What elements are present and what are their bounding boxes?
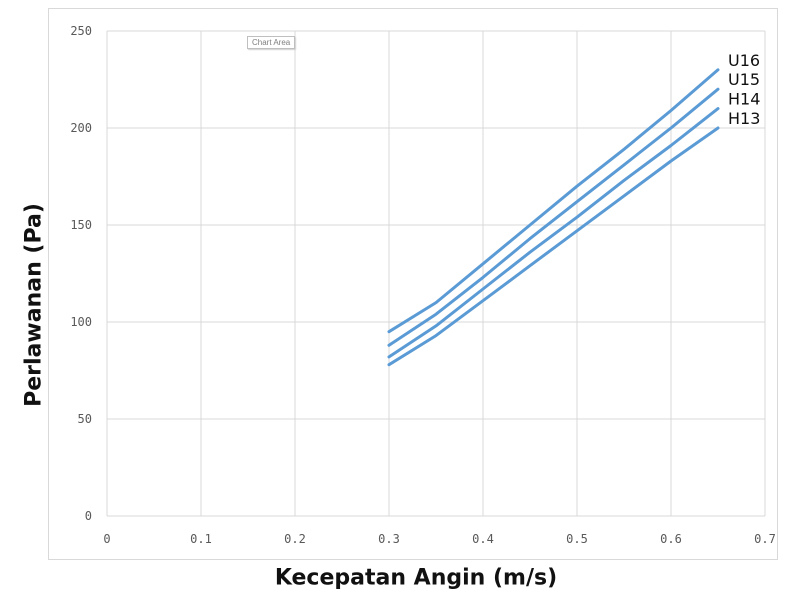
series-label-u15: U15 bbox=[728, 70, 760, 89]
x-tick-label: 0.6 bbox=[660, 532, 682, 546]
series-lines bbox=[387, 68, 720, 367]
x-tick-label: 0.5 bbox=[566, 532, 588, 546]
x-tick-label: 0.1 bbox=[190, 532, 212, 546]
series-line-h13[interactable] bbox=[387, 126, 720, 367]
y-tick-label: 250 bbox=[70, 24, 92, 38]
x-tick-label: 0.3 bbox=[378, 532, 400, 546]
x-tick-label: 0 bbox=[103, 532, 110, 546]
series-line-u16[interactable] bbox=[387, 68, 720, 334]
series-line-u15[interactable] bbox=[387, 87, 720, 347]
series-label-h14: H14 bbox=[728, 90, 760, 109]
y-tick-label: 200 bbox=[70, 121, 92, 135]
series-label-h13: H13 bbox=[728, 109, 760, 128]
chart-area[interactable] bbox=[48, 8, 778, 560]
y-tick-label: 100 bbox=[70, 315, 92, 329]
x-tick-label: 0.7 bbox=[754, 532, 776, 546]
y-axis-title: Perlawanan (Pa) bbox=[21, 203, 47, 407]
y-tick-label: 50 bbox=[78, 412, 92, 426]
x-tick-label: 0.4 bbox=[472, 532, 494, 546]
y-tick-label: 0 bbox=[85, 509, 92, 523]
x-axis-title: Kecepatan Angin (m/s) bbox=[274, 565, 558, 591]
gridlines bbox=[106, 30, 766, 517]
series-line-h14[interactable] bbox=[387, 107, 720, 359]
chart-area-tooltip: Chart Area bbox=[247, 36, 296, 49]
y-tick-label: 150 bbox=[70, 218, 92, 232]
x-tick-label: 0.2 bbox=[284, 532, 306, 546]
axes: 0 0.1 0.2 0.3 0.4 0.5 0.6 0.7 0 50 100 150 200 250 bbox=[70, 24, 776, 546]
series-label-u16: U16 bbox=[728, 51, 760, 70]
